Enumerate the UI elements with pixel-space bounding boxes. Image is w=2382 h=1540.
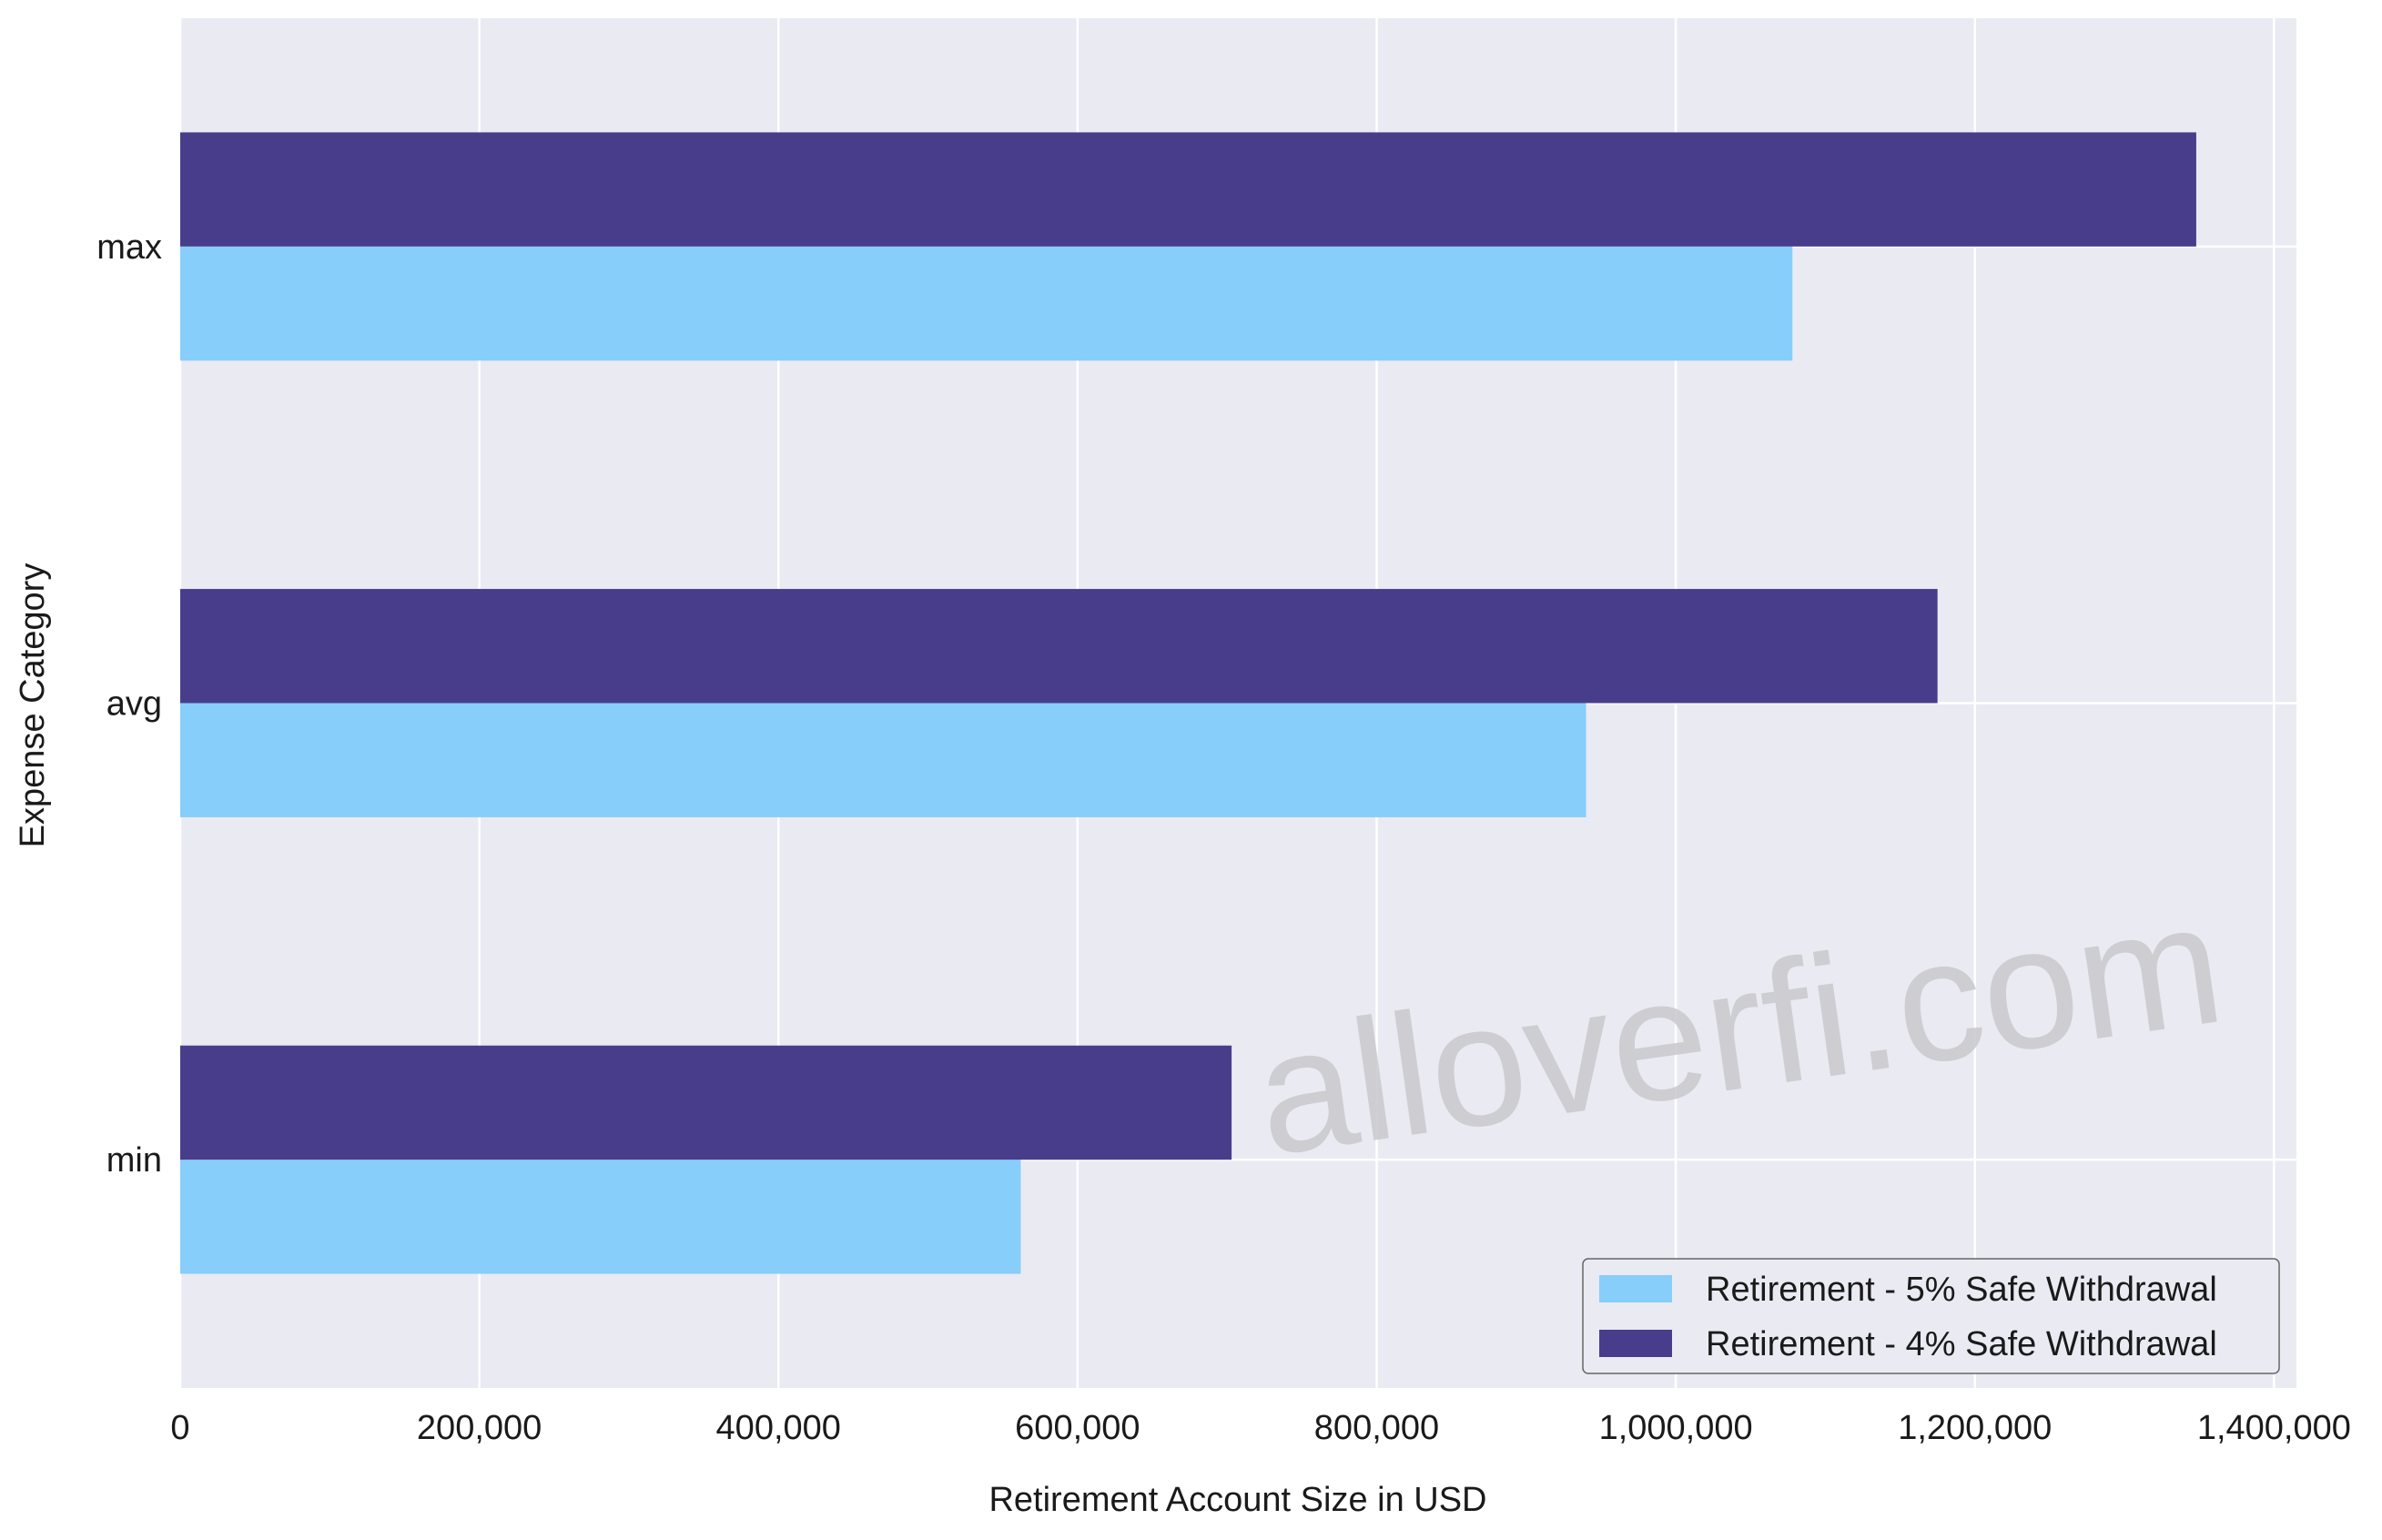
bar-avg-series-1 [180, 703, 1586, 817]
legend-label: Retirement - 5% Safe Withdrawal [1706, 1271, 2217, 1309]
bar-min-series-2 [180, 1045, 1232, 1160]
y-axis-title: Expense Category [14, 563, 52, 848]
bar-avg-series-2 [180, 589, 1938, 704]
legend-swatch [1599, 1275, 1672, 1302]
x-axis-ticks: 0 200,000 400,000 600,000 800,000 1,000,000 1,… [170, 1409, 2350, 1447]
legend-swatch [1599, 1330, 1672, 1357]
x-tick-label: 1,000,000 [1599, 1409, 1753, 1447]
bar-max-series-2 [180, 132, 2196, 247]
bar-min-series-1 [180, 1160, 1021, 1274]
x-tick-label: 400,000 [716, 1409, 841, 1447]
x-tick-label: 1,400,000 [2197, 1409, 2351, 1447]
x-tick-label: 1,200,000 [1898, 1409, 2052, 1447]
y-tick-label: min [106, 1141, 162, 1180]
x-tick-label: 800,000 [1314, 1409, 1439, 1447]
legend-label: Retirement - 4% Safe Withdrawal [1706, 1325, 2217, 1363]
y-tick-label: avg [106, 685, 162, 724]
x-axis-title: Retirement Account Size in USD [988, 1481, 1486, 1519]
y-tick-label: max [96, 228, 162, 267]
x-tick-label: 0 [170, 1409, 189, 1447]
legend-box [1582, 1258, 2280, 1374]
legend: Retirement - 5% Safe Withdrawal Retiremen… [1582, 1258, 2280, 1374]
x-tick-label: 600,000 [1015, 1409, 1140, 1447]
x-tick-label: 200,000 [417, 1409, 542, 1447]
y-axis-ticks: max avg min [96, 228, 162, 1180]
bar-max-series-1 [180, 246, 1793, 361]
bars [180, 132, 2196, 1274]
